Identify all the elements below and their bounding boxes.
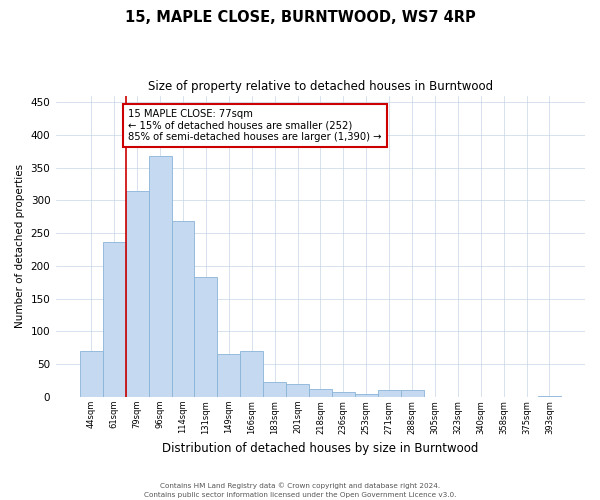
- Bar: [217, 354, 240, 397]
- Bar: [263, 382, 286, 397]
- Bar: [538, 396, 561, 397]
- Text: 15, MAPLE CLOSE, BURNTWOOD, WS7 4RP: 15, MAPLE CLOSE, BURNTWOOD, WS7 4RP: [125, 10, 475, 25]
- Title: Size of property relative to detached houses in Burntwood: Size of property relative to detached ho…: [148, 80, 493, 93]
- Y-axis label: Number of detached properties: Number of detached properties: [15, 164, 25, 328]
- X-axis label: Distribution of detached houses by size in Burntwood: Distribution of detached houses by size …: [162, 442, 479, 455]
- Bar: [240, 351, 263, 397]
- Text: 15 MAPLE CLOSE: 77sqm
← 15% of detached houses are smaller (252)
85% of semi-det: 15 MAPLE CLOSE: 77sqm ← 15% of detached …: [128, 108, 382, 142]
- Text: Contains HM Land Registry data © Crown copyright and database right 2024.
Contai: Contains HM Land Registry data © Crown c…: [144, 482, 456, 498]
- Bar: [355, 394, 377, 397]
- Bar: [309, 389, 332, 397]
- Bar: [401, 390, 424, 397]
- Bar: [149, 156, 172, 397]
- Bar: [103, 242, 126, 397]
- Bar: [332, 392, 355, 397]
- Bar: [126, 190, 149, 397]
- Bar: [377, 390, 401, 397]
- Bar: [194, 277, 217, 397]
- Bar: [80, 351, 103, 397]
- Bar: [172, 222, 194, 397]
- Bar: [286, 384, 309, 397]
